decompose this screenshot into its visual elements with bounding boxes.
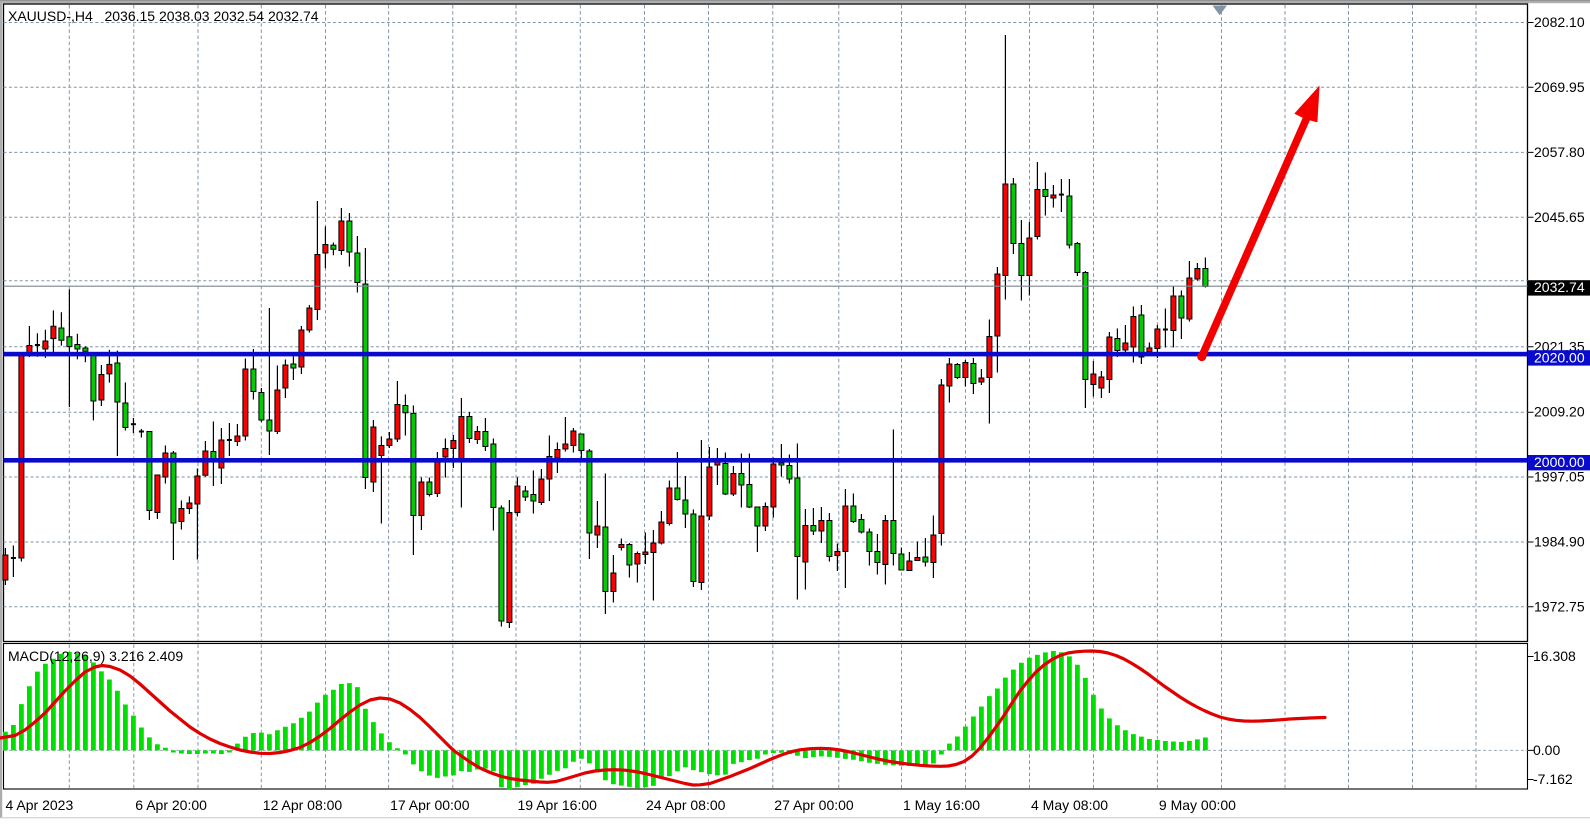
svg-text:1972.75: 1972.75 bbox=[1534, 598, 1585, 614]
svg-text:16.308: 16.308 bbox=[1533, 648, 1576, 664]
svg-text:1984.90: 1984.90 bbox=[1534, 534, 1585, 550]
svg-text:2082.10: 2082.10 bbox=[1534, 14, 1585, 30]
svg-text:19 Apr 16:00: 19 Apr 16:00 bbox=[518, 797, 598, 813]
svg-text:0.00: 0.00 bbox=[1533, 742, 1560, 758]
svg-text:-7.162: -7.162 bbox=[1533, 771, 1573, 787]
svg-text:2009.20: 2009.20 bbox=[1534, 404, 1585, 420]
svg-text:12 Apr 08:00: 12 Apr 08:00 bbox=[263, 797, 343, 813]
svg-text:2000.00: 2000.00 bbox=[1534, 454, 1585, 470]
svg-text:27 Apr 00:00: 27 Apr 00:00 bbox=[774, 797, 854, 813]
svg-text:2045.65: 2045.65 bbox=[1534, 209, 1585, 225]
svg-text:2032.74: 2032.74 bbox=[1534, 279, 1585, 295]
svg-text:9 May 00:00: 9 May 00:00 bbox=[1159, 797, 1236, 813]
svg-text:2069.95: 2069.95 bbox=[1534, 79, 1585, 95]
svg-text:2020.00: 2020.00 bbox=[1534, 349, 1585, 365]
svg-text:17 Apr 00:00: 17 Apr 00:00 bbox=[390, 797, 470, 813]
svg-text:24 Apr 08:00: 24 Apr 08:00 bbox=[646, 797, 726, 813]
svg-text:MACD(12,26,9) 3.216 2.409: MACD(12,26,9) 3.216 2.409 bbox=[8, 648, 183, 664]
svg-text:XAUUSD-,H4 2036.15 2038.03 2: XAUUSD-,H4 2036.15 2038.03 2032.54 2032.… bbox=[8, 8, 319, 24]
svg-text:4 May 08:00: 4 May 08:00 bbox=[1031, 797, 1108, 813]
svg-text:1 May 16:00: 1 May 16:00 bbox=[903, 797, 980, 813]
svg-text:2057.80: 2057.80 bbox=[1534, 144, 1585, 160]
svg-text:1997.05: 1997.05 bbox=[1534, 469, 1585, 485]
svg-text:6 Apr 20:00: 6 Apr 20:00 bbox=[135, 797, 207, 813]
svg-text:4 Apr 2023: 4 Apr 2023 bbox=[6, 797, 74, 813]
